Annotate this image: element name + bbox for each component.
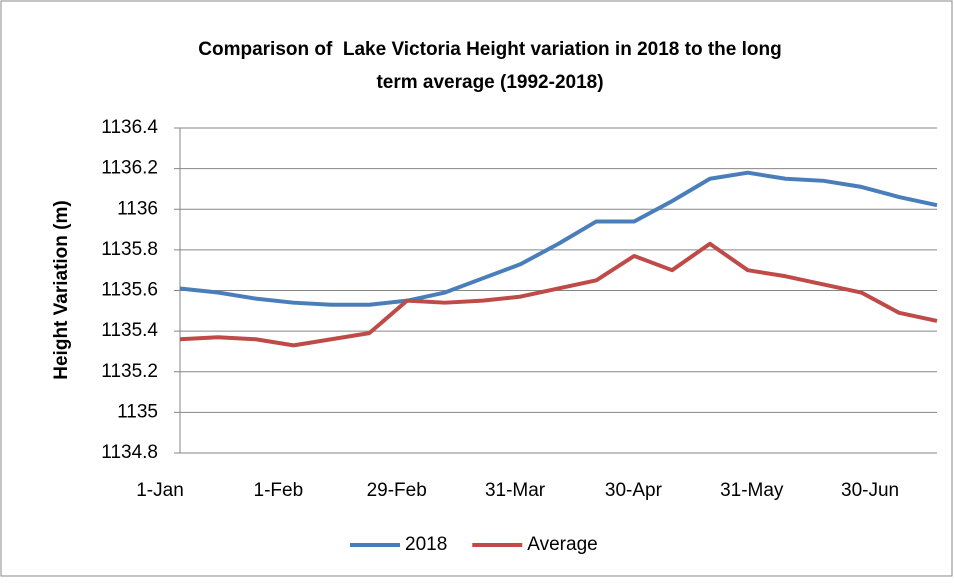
y-tick-label: 1136 bbox=[117, 198, 158, 219]
x-tick-label: 1-Feb bbox=[254, 480, 304, 501]
x-tick-label: 29-Feb bbox=[367, 480, 427, 501]
y-tick-label: 1135.2 bbox=[101, 361, 158, 382]
y-tick-label: 1136.2 bbox=[101, 158, 158, 179]
y-tick-label: 1135.6 bbox=[101, 280, 158, 301]
series-line bbox=[179, 170, 938, 307]
x-tick-label: 31-May bbox=[720, 480, 784, 501]
series-line bbox=[179, 241, 938, 348]
legend-label: Average bbox=[527, 534, 597, 555]
x-tick-label: 30-Apr bbox=[605, 480, 663, 501]
x-tick-label: 30-Jun bbox=[841, 480, 899, 501]
chart-title: term average (1992-2018) bbox=[376, 72, 603, 93]
legend-label: 2018 bbox=[405, 534, 447, 555]
y-tick-label: 1135.4 bbox=[101, 320, 158, 341]
chart-title: Comparison of Lake Victoria Height varia… bbox=[198, 39, 781, 60]
x-tick-label: 1-Jan bbox=[136, 480, 184, 501]
y-tick-label: 1135.8 bbox=[101, 239, 158, 260]
x-tick-label: 31-Mar bbox=[485, 480, 546, 501]
y-tick-label: 1135 bbox=[117, 401, 158, 422]
y-tick-label: 1136.4 bbox=[101, 117, 158, 138]
y-axis-label: Height Variation (m) bbox=[51, 200, 72, 379]
y-tick-label: 1134.8 bbox=[101, 442, 158, 463]
